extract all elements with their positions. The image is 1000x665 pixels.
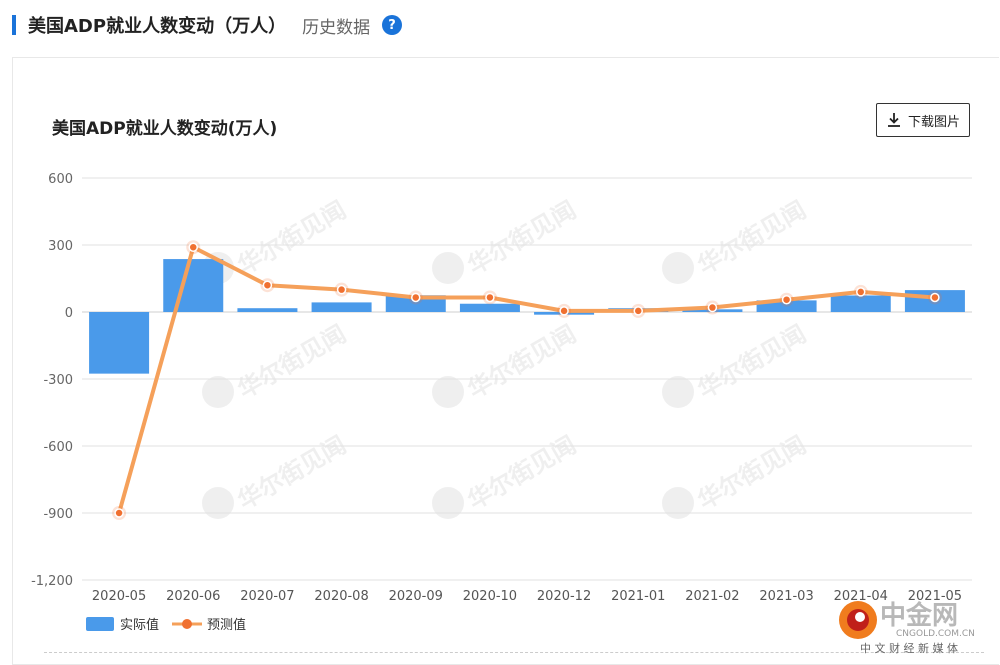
point — [930, 292, 940, 303]
watermark: 华尔街见闻 — [202, 320, 351, 408]
watermark: 华尔街见闻 — [662, 196, 811, 284]
legend-label-actual: 实际值 — [120, 617, 159, 633]
bottom-divider — [44, 652, 984, 653]
point — [262, 280, 273, 290]
svg-text:华尔街见闻: 华尔街见闻 — [693, 196, 811, 280]
chart-card — [12, 57, 999, 665]
x-tick-label: 2021-01 — [611, 589, 665, 604]
point — [856, 287, 866, 297]
bar — [830, 295, 891, 312]
svg-text:华尔街见闻: 华尔街见闻 — [463, 431, 581, 515]
site-logo-domain: CNGOLD.COM.CN — [896, 629, 975, 639]
bar — [459, 303, 520, 312]
x-tick-label: 2020-08 — [314, 589, 368, 604]
history-data-link[interactable]: 历史数据 — [302, 17, 371, 38]
watermark: 华尔街见闻 — [202, 431, 351, 519]
y-tick-label: -1,200 — [31, 574, 73, 589]
point — [188, 242, 198, 252]
site-logo-name: 中金网 — [880, 600, 958, 631]
y-tick-label: 600 — [48, 172, 73, 187]
x-tick-label: 2020-09 — [389, 589, 443, 604]
legend-label-forecast: 预测值 — [207, 617, 246, 633]
x-tick-label: 2020-12 — [537, 589, 591, 604]
site-logo: 中金网 CNGOLD.COM.CN 中 文 财 经 新 媒 体 — [839, 600, 975, 655]
point — [336, 284, 347, 295]
point — [633, 306, 643, 316]
bar — [237, 308, 298, 312]
forecast-line — [117, 245, 936, 514]
bar — [89, 312, 150, 374]
chart-title: 美国ADP就业人数变动(万人) — [52, 118, 277, 139]
legend-swatch-actual — [86, 617, 114, 631]
point — [411, 292, 421, 303]
question-icon[interactable]: ? — [382, 15, 403, 35]
point — [485, 292, 495, 303]
x-tick-label: 2020-05 — [92, 589, 146, 604]
svg-text:华尔街见闻: 华尔街见闻 — [463, 320, 581, 404]
x-tick-label: 2021-04 — [834, 589, 888, 604]
site-logo-tagline: 中 文 财 经 新 媒 体 — [860, 641, 958, 655]
watermark: 华尔街见闻 — [432, 431, 581, 519]
x-tick-label: 2021-03 — [759, 589, 813, 604]
watermark: 华尔街见闻 — [662, 320, 811, 408]
svg-text:华尔街见闻: 华尔街见闻 — [693, 431, 811, 515]
x-tick-label: 2020-06 — [166, 589, 220, 604]
x-tick-label: 2020-07 — [240, 589, 294, 604]
bar — [756, 300, 817, 312]
header-accent-bar — [12, 15, 16, 35]
bar — [163, 259, 224, 312]
x-tick-label: 2021-05 — [908, 589, 962, 604]
y-tick-label: 300 — [48, 239, 73, 254]
y-tick-label: -300 — [43, 373, 73, 388]
download-button-label: 下载图片 — [907, 114, 960, 130]
download-image-button[interactable]: 下载图片 — [876, 103, 970, 137]
watermark: 华尔街见闻 — [432, 320, 581, 408]
x-tick-label: 2020-10 — [463, 589, 517, 604]
legend-marker-forecast — [182, 619, 192, 629]
svg-text:华尔街见闻: 华尔街见闻 — [233, 320, 351, 404]
point — [707, 302, 718, 313]
svg-text:华尔街见闻: 华尔街见闻 — [233, 431, 351, 515]
watermark: 华尔街见闻 — [662, 431, 811, 519]
watermark: 华尔街见闻 — [432, 196, 581, 284]
point — [114, 508, 124, 518]
y-tick-label: -600 — [43, 440, 73, 455]
svg-text:华尔街见闻: 华尔街见闻 — [233, 196, 351, 280]
bar — [311, 302, 372, 312]
download-icon — [887, 113, 900, 127]
page-title: 美国ADP就业人数变动（万人） — [28, 16, 287, 37]
y-tick-label: -900 — [43, 507, 73, 522]
watermark: 华尔街见闻 — [202, 196, 351, 284]
svg-text:华尔街见闻: 华尔街见闻 — [693, 320, 811, 404]
point — [559, 306, 569, 316]
point — [781, 294, 792, 305]
x-tick-label: 2021-02 — [685, 589, 739, 604]
svg-text:华尔街见闻: 华尔街见闻 — [463, 196, 581, 280]
y-tick-label: 0 — [65, 306, 73, 321]
page-header: 美国ADP就业人数变动（万人） 历史数据 ? — [12, 8, 403, 42]
